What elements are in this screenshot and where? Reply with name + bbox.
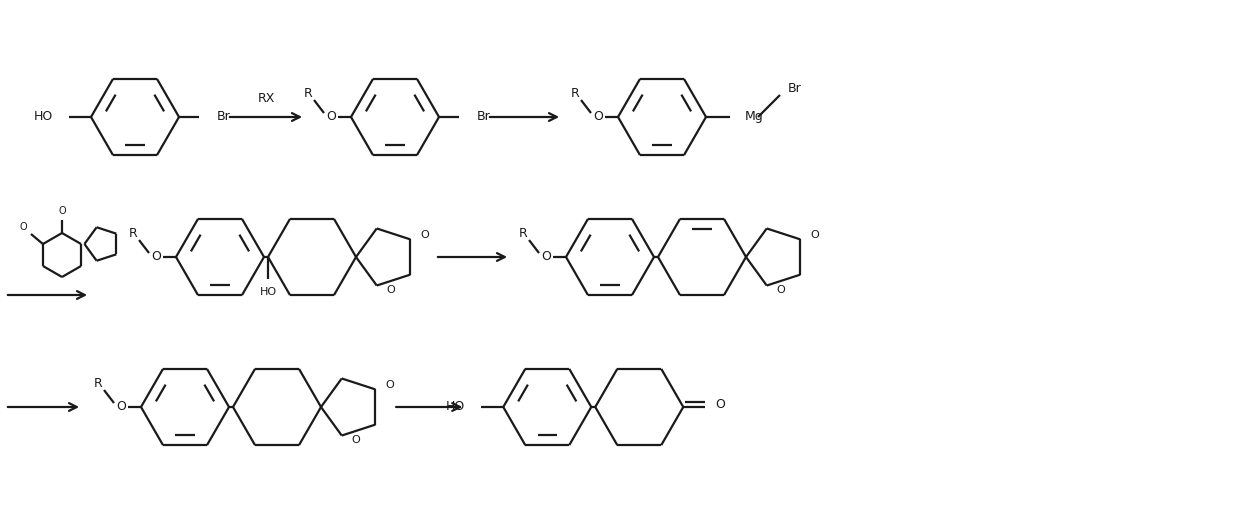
Text: R: R [304, 86, 312, 100]
Text: HO: HO [259, 287, 276, 297]
Text: HO: HO [33, 111, 53, 124]
Text: Br: Br [788, 83, 802, 96]
Text: O: O [810, 231, 819, 240]
Text: R: R [94, 376, 103, 389]
Text: RX: RX [258, 93, 275, 105]
Text: Br: Br [217, 111, 230, 124]
Text: O: O [58, 206, 66, 216]
Text: Mg: Mg [745, 111, 763, 124]
Text: Br: Br [477, 111, 491, 124]
Text: R: R [129, 226, 138, 239]
Text: O: O [715, 399, 725, 412]
Text: O: O [352, 434, 361, 445]
Text: O: O [116, 401, 126, 414]
Text: O: O [593, 111, 603, 124]
Text: O: O [385, 381, 394, 390]
Text: O: O [19, 222, 27, 232]
Text: O: O [420, 231, 429, 240]
Text: O: O [541, 251, 551, 264]
Text: O: O [326, 111, 336, 124]
Text: O: O [777, 284, 786, 295]
Text: O: O [387, 284, 395, 295]
Text: R: R [519, 226, 528, 239]
Text: O: O [151, 251, 161, 264]
Text: R: R [571, 86, 580, 100]
Text: HO: HO [446, 401, 466, 414]
